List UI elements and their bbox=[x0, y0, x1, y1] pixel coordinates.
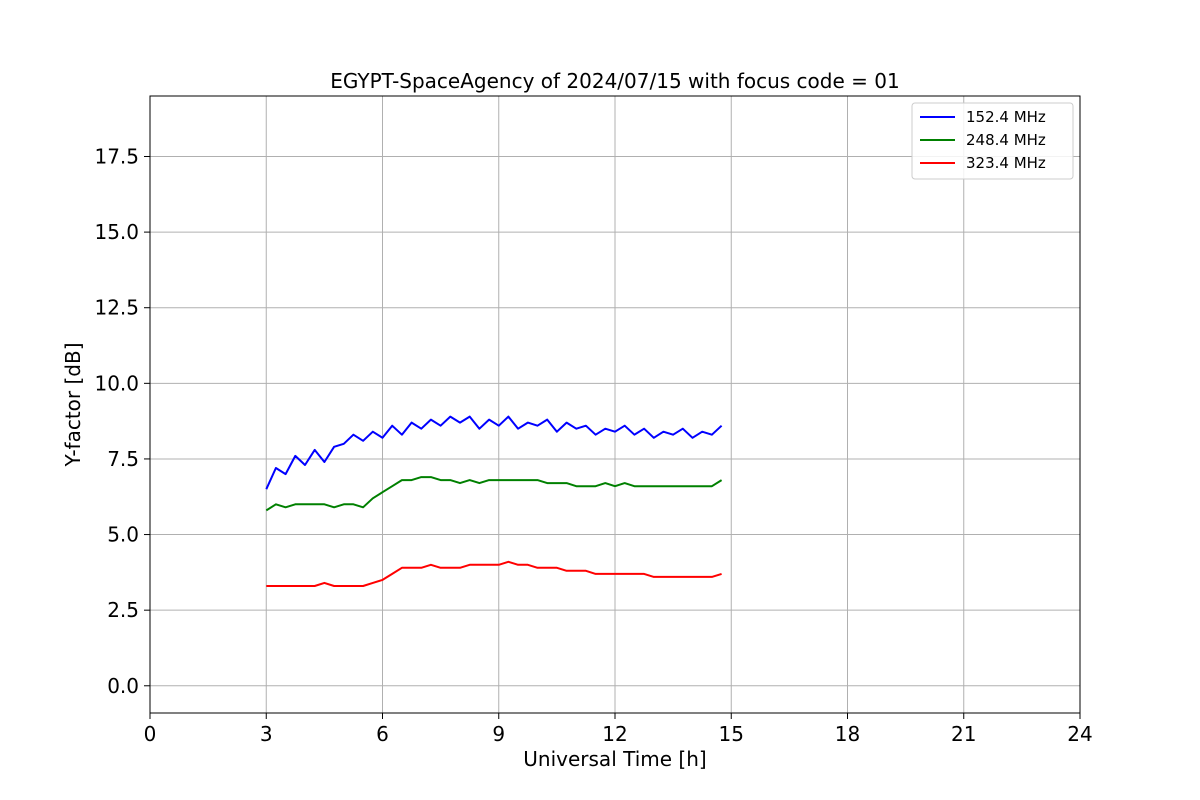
x-tick-label: 24 bbox=[1067, 722, 1092, 746]
y-tick-label: 17.5 bbox=[94, 144, 139, 168]
x-axis-label: Universal Time [h] bbox=[523, 747, 706, 771]
axis-ticks: 0 3 6 9 12 15 18 21 24 0.0 2.5 5.0 7.5 10.0 12.5 15.0 17… bbox=[94, 144, 1092, 746]
legend-label-3: 323.4 MHz bbox=[966, 154, 1046, 172]
x-tick-label: 0 bbox=[144, 722, 157, 746]
x-tick-label: 3 bbox=[260, 722, 273, 746]
y-axis-label: Y-factor [dB] bbox=[61, 342, 85, 467]
y-tick-label: 15.0 bbox=[94, 220, 139, 244]
x-tick-label: 15 bbox=[719, 722, 744, 746]
x-tick-label: 6 bbox=[376, 722, 389, 746]
x-tick-label: 18 bbox=[835, 722, 860, 746]
y-tick-label: 12.5 bbox=[94, 296, 139, 320]
series-line-3 bbox=[266, 560, 722, 587]
legend: 152.4 MHz 248.4 MHz 323.4 MHz bbox=[911, 102, 1074, 180]
legend-label-2: 248.4 MHz bbox=[966, 131, 1046, 149]
chart-title: EGYPT-SpaceAgency of 2024/07/15 with foc… bbox=[330, 69, 899, 93]
legend-box bbox=[911, 102, 1074, 180]
y-tick-label: 5.0 bbox=[107, 523, 139, 547]
series-line-2 bbox=[265, 476, 723, 512]
y-tick-label: 0.0 bbox=[107, 674, 139, 698]
x-tick-label: 9 bbox=[492, 722, 505, 746]
legend-label-1: 152.4 MHz bbox=[966, 108, 1046, 126]
y-tick-label: 7.5 bbox=[107, 447, 139, 471]
plot-series bbox=[265, 415, 723, 587]
y-tick-label: 10.0 bbox=[94, 371, 139, 395]
x-tick-label: 12 bbox=[602, 722, 627, 746]
x-tick-label: 21 bbox=[951, 722, 976, 746]
y-tick-label: 2.5 bbox=[107, 598, 139, 622]
series-line-1 bbox=[265, 415, 723, 490]
